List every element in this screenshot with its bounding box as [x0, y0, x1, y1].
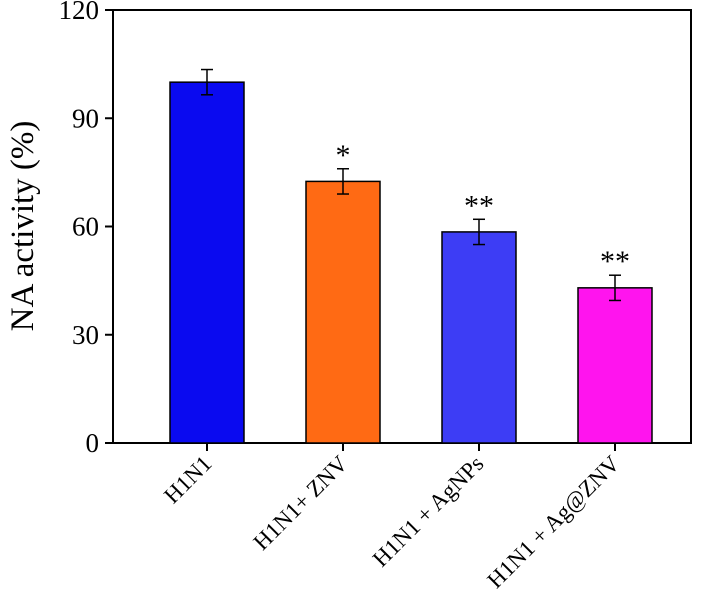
- bar: [577, 287, 653, 444]
- significance-marker: **: [600, 245, 630, 278]
- y-tick-label: 90: [72, 103, 99, 133]
- y-ticks: 0 30 60 90 120: [59, 0, 113, 458]
- bar: [305, 180, 381, 444]
- y-tick-label: 0: [86, 428, 100, 458]
- x-tick-label: H1N1: [159, 451, 216, 508]
- significance-marker: *: [336, 139, 351, 172]
- x-tick-label: H1N1 + AgNPs: [368, 451, 489, 572]
- y-tick-label: 120: [59, 0, 100, 25]
- y-axis-label: NA activity (%): [5, 121, 41, 332]
- y-tick-label: 60: [72, 212, 99, 242]
- x-tick-label: H1N1+ ZNV: [248, 451, 352, 555]
- bar: [169, 81, 245, 444]
- bar: [441, 231, 517, 444]
- y-tick-label: 30: [72, 320, 99, 350]
- bars: *****: [169, 68, 653, 444]
- significance-marker: **: [464, 189, 494, 222]
- x-tick-label: H1N1 + Ag@ZNV: [482, 451, 624, 593]
